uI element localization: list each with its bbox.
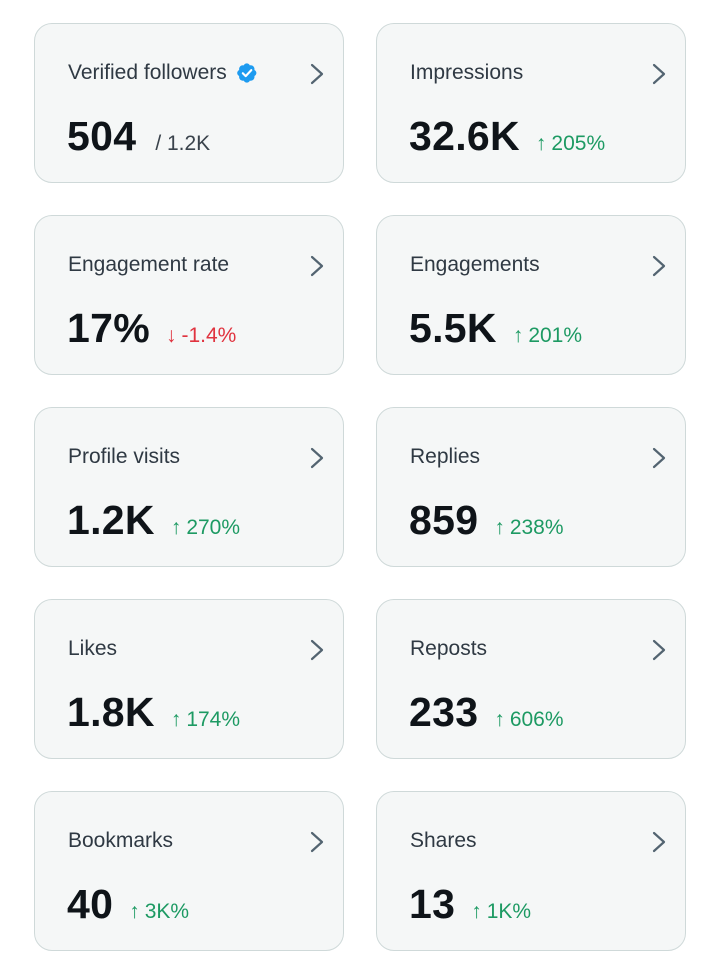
card-label: Reposts bbox=[410, 637, 488, 660]
card-reposts[interactable]: Reposts 233 ↑ 606% bbox=[376, 599, 686, 759]
chevron-right-icon[interactable] bbox=[649, 638, 669, 662]
card-value: 1.8K bbox=[67, 689, 155, 735]
arrow-up-icon: ↑ bbox=[170, 708, 182, 731]
card-change: ↑ 201% bbox=[513, 324, 582, 348]
card-value: 40 bbox=[67, 881, 114, 927]
change-value: 1K% bbox=[486, 900, 532, 923]
value-row: 1.8K ↑ 174% bbox=[67, 688, 240, 736]
value-row: 233 ↑ 606% bbox=[409, 688, 564, 736]
chevron-right-icon[interactable] bbox=[307, 62, 327, 86]
change-value: 205% bbox=[551, 132, 606, 155]
card-label: Likes bbox=[68, 637, 118, 660]
arrow-up-icon: ↑ bbox=[535, 132, 547, 155]
card-value: 233 bbox=[409, 689, 479, 735]
chevron-right-icon[interactable] bbox=[649, 254, 669, 278]
card-verified-followers[interactable]: Verified followers 504 / 1.2K bbox=[34, 23, 344, 183]
card-value: 13 bbox=[409, 881, 456, 927]
value-row: 40 ↑ 3K% bbox=[67, 880, 189, 928]
arrow-up-icon: ↑ bbox=[494, 516, 505, 539]
change-value: 3K% bbox=[144, 900, 190, 923]
card-label: Engagement rate bbox=[68, 253, 230, 276]
change-value: 174% bbox=[186, 708, 241, 731]
arrow-up-icon: ↑ bbox=[170, 516, 182, 539]
card-impressions[interactable]: Impressions 32.6K ↑ 205% bbox=[376, 23, 686, 183]
card-engagements[interactable]: Engagements 5.5K ↑ 201% bbox=[376, 215, 686, 375]
card-change: ↑ 1K% bbox=[471, 900, 531, 924]
chevron-right-icon[interactable] bbox=[649, 446, 669, 470]
arrow-up-icon: ↑ bbox=[129, 900, 140, 923]
value-row: 5.5K ↑ 201% bbox=[409, 304, 582, 352]
card-change: ↑ 238% bbox=[494, 516, 563, 540]
card-value: 32.6K bbox=[409, 113, 520, 159]
chevron-right-icon[interactable] bbox=[307, 830, 327, 854]
arrow-down-icon: ↓ bbox=[165, 324, 177, 347]
card-value: 5.5K bbox=[409, 305, 497, 351]
card-label: Replies bbox=[410, 445, 481, 468]
card-label: Bookmarks bbox=[68, 829, 174, 852]
value-row: 859 ↑ 238% bbox=[409, 496, 564, 544]
chevron-right-icon[interactable] bbox=[307, 254, 327, 278]
arrow-up-icon: ↑ bbox=[512, 324, 524, 347]
card-label: Impressions bbox=[410, 61, 524, 84]
card-shares[interactable]: Shares 13 ↑ 1K% bbox=[376, 791, 686, 951]
card-bookmarks[interactable]: Bookmarks 40 ↑ 3K% bbox=[34, 791, 344, 951]
value-row: 17% ↓ -1.4% bbox=[67, 304, 236, 352]
change-value: 270% bbox=[186, 516, 241, 539]
change-value: 238% bbox=[509, 516, 564, 539]
arrow-up-icon: ↑ bbox=[494, 708, 505, 731]
card-label: Profile visits bbox=[68, 445, 181, 468]
card-value: 504 bbox=[67, 113, 137, 159]
change-value: -1.4% bbox=[181, 324, 237, 347]
card-value: 1.2K bbox=[67, 497, 155, 543]
card-change: ↑ 205% bbox=[536, 132, 605, 156]
card-label: Shares bbox=[410, 829, 477, 852]
chevron-right-icon[interactable] bbox=[307, 638, 327, 662]
card-total: / 1.2K bbox=[155, 132, 211, 155]
card-replies[interactable]: Replies 859 ↑ 238% bbox=[376, 407, 686, 567]
value-row: 32.6K ↑ 205% bbox=[409, 112, 605, 160]
change-value: 606% bbox=[509, 708, 564, 731]
card-change: ↑ 270% bbox=[171, 516, 240, 540]
arrow-up-icon: ↑ bbox=[471, 900, 482, 923]
verified-badge-icon bbox=[236, 63, 257, 83]
chevron-right-icon[interactable] bbox=[307, 446, 327, 470]
card-engagement-rate[interactable]: Engagement rate 17% ↓ -1.4% bbox=[34, 215, 344, 375]
card-profile-visits[interactable]: Profile visits 1.2K ↑ 270% bbox=[34, 407, 344, 567]
change-value: 201% bbox=[528, 324, 583, 347]
chevron-right-icon[interactable] bbox=[649, 62, 669, 86]
card-change: ↑ 174% bbox=[171, 708, 240, 732]
card-label: Engagements bbox=[410, 253, 540, 276]
chevron-right-icon[interactable] bbox=[649, 830, 669, 854]
card-change: ↓ -1.4% bbox=[166, 324, 236, 348]
card-likes[interactable]: Likes 1.8K ↑ 174% bbox=[34, 599, 344, 759]
card-label: Verified followers bbox=[68, 61, 227, 84]
card-value: 859 bbox=[409, 497, 479, 543]
card-change: ↑ 3K% bbox=[129, 900, 189, 924]
value-row: 504 / 1.2K bbox=[67, 112, 210, 160]
card-value: 17% bbox=[67, 305, 150, 351]
value-row: 1.2K ↑ 270% bbox=[67, 496, 240, 544]
card-change: ↑ 606% bbox=[494, 708, 563, 732]
value-row: 13 ↑ 1K% bbox=[409, 880, 531, 928]
